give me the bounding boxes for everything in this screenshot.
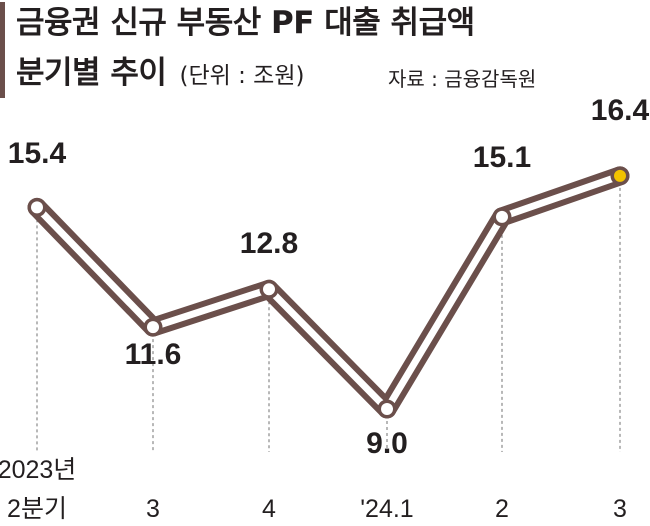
data-label: 11.6 [125,338,182,371]
series-line-inner [33,172,624,413]
x-tick-label: 2023년 [0,456,76,484]
data-label: 9.0 [366,427,408,460]
data-point [31,201,43,214]
data-label: 16.4 [591,94,650,127]
data-point [614,169,626,182]
chart-title-line2: 분기별 추이 [16,55,167,91]
x-tick-label: '24.1 [360,495,413,523]
title-accent-bar [0,2,5,98]
chart-subtitle: 분기별 추이 (단위 : 조원) [16,54,304,97]
x-tick-label: 2 [495,495,509,523]
data-point [147,321,159,334]
data-point [381,403,393,415]
data-point [263,283,275,296]
series-line-outer [27,166,630,419]
chart-title: 금융권 신규 부동산 PF 대출 취급액 [16,5,475,41]
x-tick-label: 4 [262,495,276,523]
x-tick-label: 2분기 [7,495,67,523]
data-label: 15.1 [473,141,531,174]
data-label: 15.4 [8,137,67,170]
data-point [496,210,508,223]
x-tick-label: 3 [146,495,160,523]
data-label: 12.8 [240,227,298,260]
source-label: 자료 : 금융감독원 [388,67,537,91]
x-tick-label: 3 [613,495,627,523]
unit-label: (단위 : 조원) [179,63,305,89]
